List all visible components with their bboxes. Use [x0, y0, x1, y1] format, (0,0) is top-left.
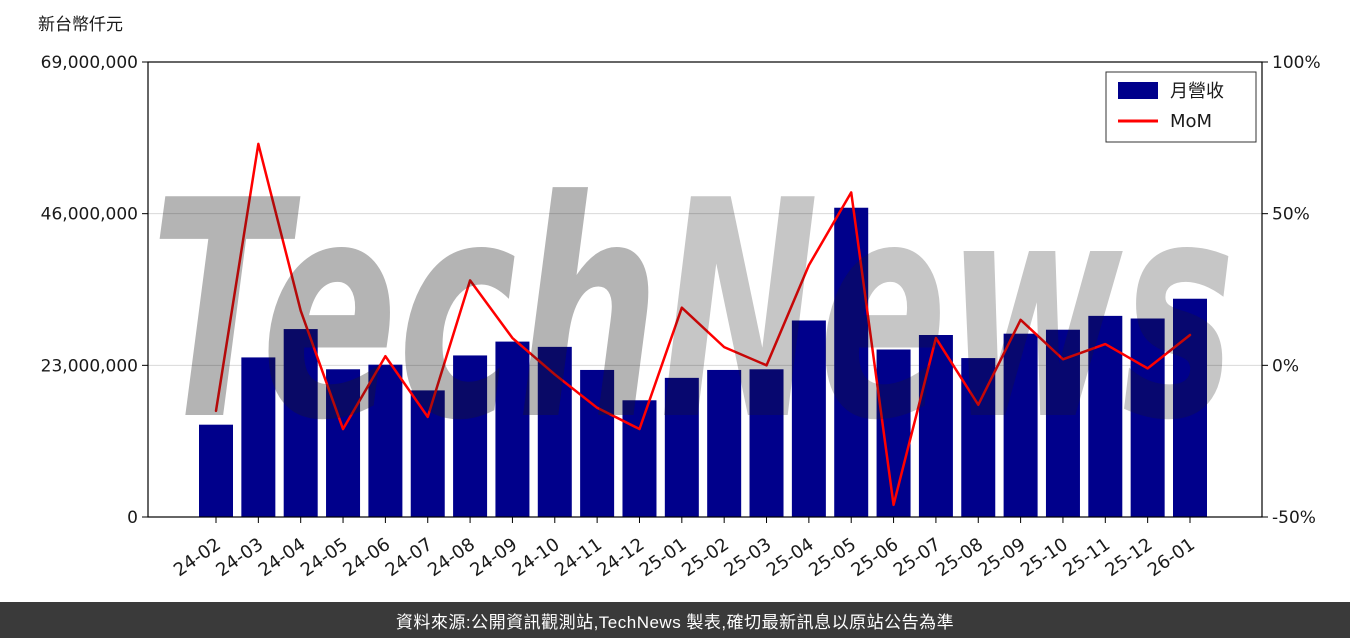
bar-25-04 [791, 320, 826, 517]
chart-area: Tech News 0 23,000,000 46,000,000 69,000,000 -… [41, 53, 1321, 581]
legend-label-revenue: 月營收 [1170, 81, 1224, 102]
right-tick-label: -50% [1272, 508, 1316, 528]
x-tick-label-24-07: 24-07 [382, 534, 437, 581]
x-tick-label-25-12: 25-12 [1102, 534, 1157, 581]
left-tick-label: 69,000,000 [41, 53, 138, 73]
bar-25-05 [834, 207, 869, 518]
bar-25-10 [1045, 329, 1080, 517]
x-tick-label-24-04: 24-04 [255, 534, 310, 581]
right-tick-label: 50% [1272, 205, 1310, 225]
x-tick-label-24-11: 24-11 [551, 534, 606, 581]
x-tick-label-24-12: 24-12 [593, 534, 648, 581]
x-tick-label-25-10: 25-10 [1017, 534, 1072, 581]
watermark-news: News [660, 137, 1235, 486]
left-tick-label: 46,000,000 [41, 205, 138, 225]
bar-25-03 [749, 369, 784, 517]
bar-25-12 [1130, 318, 1165, 517]
x-tick-label-25-01: 25-01 [636, 534, 691, 581]
source-footer: 資料來源:公開資訊觀測站,TechNews 製表,確切最新訊息以原站公告為準 [0, 602, 1350, 638]
legend-swatch-bar [1118, 82, 1158, 99]
x-tick-label-24-09: 24-09 [466, 534, 521, 581]
x-tick-label-25-09: 25-09 [975, 534, 1030, 581]
bar-24-04 [283, 329, 318, 517]
bar-24-12 [622, 400, 657, 517]
left-tick-label: 23,000,000 [41, 356, 138, 376]
x-tick-label-25-08: 25-08 [932, 534, 987, 581]
x-tick-label-24-06: 24-06 [339, 534, 394, 581]
bar-24-11 [580, 369, 615, 517]
left-tick-label: 0 [127, 508, 138, 528]
source-footer-text: 資料來源:公開資訊觀測站,TechNews 製表,確切最新訊息以原站公告為準 [395, 612, 955, 632]
x-tick-label-26-01: 26-01 [1144, 534, 1199, 581]
x-tick-label-24-03: 24-03 [212, 534, 267, 581]
bar-25-09 [1003, 333, 1038, 517]
right-tick-label: 100% [1272, 53, 1321, 73]
bar-25-02 [707, 369, 742, 517]
x-tick-label-25-11: 25-11 [1059, 534, 1114, 581]
x-tick-label-24-08: 24-08 [424, 534, 479, 581]
mom-line [214, 142, 1192, 507]
bar-25-06 [876, 349, 911, 517]
x-tick-label-25-04: 25-04 [763, 534, 818, 581]
bar-25-07 [918, 335, 953, 517]
bar-24-09 [495, 341, 530, 517]
x-tick-label-25-03: 25-03 [720, 534, 775, 581]
plot-frame [147, 61, 1263, 518]
bar-24-08 [453, 355, 488, 517]
watermark-tech: Tech [150, 137, 660, 486]
x-tick-label-25-02: 25-02 [678, 534, 733, 581]
x-tick-label-24-05: 24-05 [297, 534, 352, 581]
bar-24-07 [410, 390, 445, 517]
bar-25-01 [664, 377, 699, 517]
legend-label-mom: MoM [1170, 111, 1212, 132]
revenue-mom-chart: Tech News 0 23,000,000 46,000,000 69,000,000 -… [41, 53, 1321, 581]
bar-24-06 [368, 364, 403, 517]
left-axis-unit-label: 新台幣仟元 [38, 15, 123, 34]
x-tick-label-25-05: 25-05 [805, 534, 860, 581]
right-tick-label: 0% [1272, 356, 1299, 376]
bar-24-02 [199, 424, 233, 517]
x-tick-label-25-06: 25-06 [848, 534, 903, 581]
x-tick-label-25-07: 25-07 [890, 534, 945, 581]
x-tick-label-24-10: 24-10 [509, 534, 564, 581]
x-tick-label-24-02: 24-02 [170, 534, 225, 581]
bar-24-03 [241, 357, 276, 517]
